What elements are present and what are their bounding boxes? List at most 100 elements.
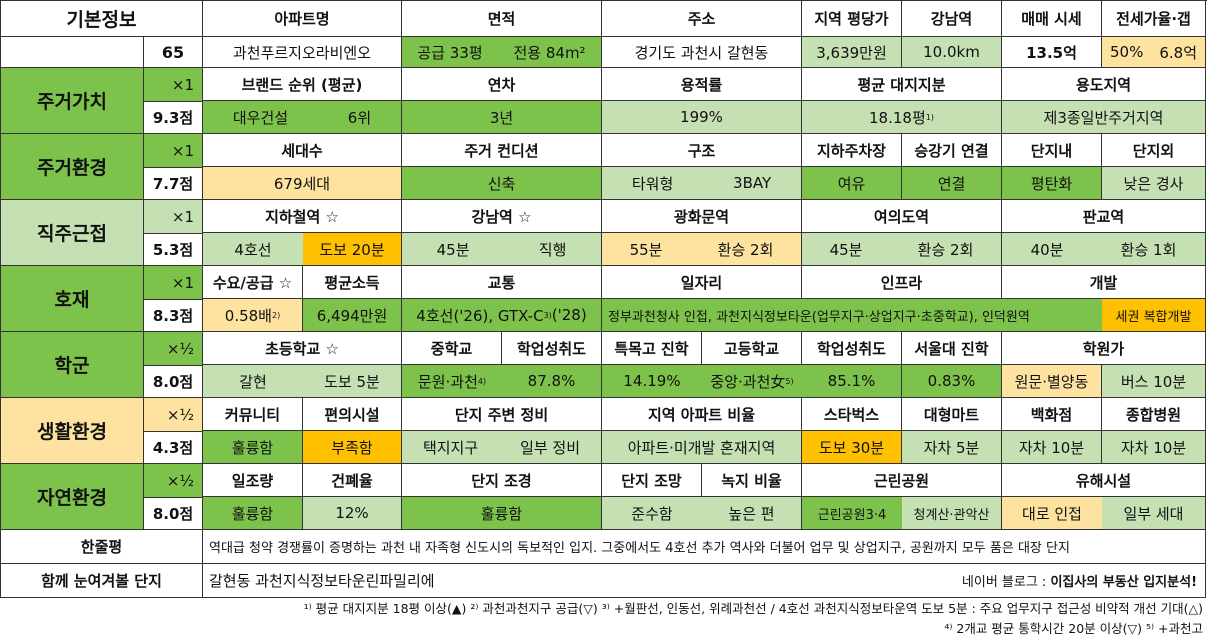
apt-name: 과천푸르지오라비엔오 (203, 37, 402, 68)
yeouido-cell: 45분 환승 2회 (802, 233, 1002, 266)
header-age: 연차 (402, 68, 602, 101)
middle-school-note: 4) (477, 376, 487, 386)
commute-label: 직주근접 (1, 200, 144, 266)
environment-label: 주거환경 (1, 134, 144, 200)
header-traffic: 교통 (402, 266, 602, 299)
header-view: 단지 조망 (602, 464, 702, 497)
header-parking: 지하주차장 (802, 134, 902, 167)
value-weight: ×1 (144, 68, 203, 101)
school-score: 8.0점 (144, 365, 203, 398)
structure-type: 타워형 (631, 174, 674, 193)
header-green-ratio: 녹지 비율 (702, 464, 802, 497)
header-hospital: 종합병원 (1102, 398, 1206, 431)
footnotes: ¹⁾ 평균 대지지분 18평 이상(▲) ²⁾ 과천과천지구 공급(▽) ³⁾ … (0, 599, 1203, 639)
apartment-analysis-table: 기본정보 65 아파트명 면적 주소 지역 평당가 강남역 매매 시세 전세가율… (0, 0, 1207, 598)
view: 준수함 (602, 497, 702, 530)
supply-demand-note: 2) (271, 310, 281, 320)
header-condition: 주거 컨디션 (402, 134, 602, 167)
header-apt-name: 아파트명 (203, 1, 402, 37)
header-sunlight: 일조량 (203, 464, 303, 497)
development-weight: ×1 (144, 266, 203, 299)
yeouido-time: 45분 (829, 240, 863, 259)
starbucks: 도보 30분 (802, 431, 902, 464)
header-inside: 단지내 (1002, 134, 1102, 167)
middle-score: 87.8% (502, 365, 602, 398)
header-gwanghwamun: 광화문역 (602, 200, 802, 233)
basic-score: 65 (144, 37, 203, 68)
pangyo-time: 40분 (1030, 240, 1064, 259)
subway-line: 4호선 (203, 233, 303, 266)
header-address: 주소 (602, 1, 802, 37)
header-income: 평균소득 (303, 266, 402, 299)
header-supply-demand: 수요/공급 ☆ (203, 266, 303, 299)
gap-value: 6.8억 (1159, 43, 1197, 62)
structure-cell: 타워형 3BAY (602, 167, 802, 200)
jeonse-ratio: 50% (1110, 43, 1144, 61)
site-cell: 택지지구 일부 정비 (402, 431, 602, 464)
gangnam-time: 45분 (436, 240, 470, 259)
academy: 원문·별양동 (1002, 365, 1102, 398)
development-label: 호재 (1, 266, 144, 332)
brand-cell: 대우건설 6위 (203, 101, 402, 134)
header-outside: 단지외 (1102, 134, 1206, 167)
subway-walk: 도보 20분 (303, 233, 402, 266)
summary-label: 한줄평 (1, 530, 203, 564)
yeouido-route: 환승 2회 (917, 240, 974, 259)
development-score: 8.3점 (144, 299, 203, 332)
header-bcr: 건폐율 (303, 464, 402, 497)
header-brand: 브랜드 순위 (평균) (203, 68, 402, 101)
gwanghwamun-cell: 55분 환승 2회 (602, 233, 802, 266)
park-2: 청계산·관악산 (902, 497, 1002, 530)
land-share-note: 1) (925, 112, 934, 122)
apt-ratio: 아파트·미개발 혼재지역 (602, 431, 802, 464)
commute-weight: ×1 (144, 200, 203, 233)
header-area: 면적 (402, 1, 602, 37)
related-complex: 갈현동 과천지식정보타운린파밀리에 (209, 572, 435, 590)
address: 경기도 과천시 갈현동 (602, 37, 802, 68)
header-elevator: 승강기 연결 (902, 134, 1002, 167)
gangnam-cell: 45분 직행 (402, 233, 602, 266)
traffic: 4호선('26), GTX-C (416, 306, 544, 325)
living-label: 생활환경 (1, 398, 144, 464)
header-dept-store: 백화점 (1002, 398, 1102, 431)
area-cell: 공급 33평 전용 84m² (402, 37, 602, 68)
sunlight: 훌륭함 (203, 497, 303, 530)
blog-credit: 네이버 블로그 : 이집사의 부동산 입지분석! (962, 571, 1197, 590)
header-landscape: 단지 조경 (402, 464, 602, 497)
area-exclusive: 전용 84m² (513, 43, 586, 62)
community: 훌륭함 (203, 431, 303, 464)
header-price-per-pyeong: 지역 평당가 (802, 1, 902, 37)
commute-score: 5.3점 (144, 233, 203, 266)
average-income: 6,494만원 (303, 299, 402, 332)
header-elementary: 초등학교 ☆ (203, 332, 402, 365)
header-gangnam: 강남역 (902, 1, 1002, 37)
special-high: 14.19% (602, 365, 702, 398)
environment-weight: ×1 (144, 134, 203, 167)
structure-bay: 3BAY (733, 174, 772, 192)
land-share-cell: 18.18평 1) (802, 101, 1002, 134)
high-score: 85.1% (802, 365, 902, 398)
gangnam-distance: 10.0km (902, 37, 1002, 68)
land-share: 18.18평 (869, 108, 926, 127)
mart: 자차 5분 (902, 431, 1002, 464)
header-redevelopment: 개발 (1002, 266, 1206, 299)
academy-time: 버스 10분 (1102, 365, 1206, 398)
header-hazard: 유해시설 (1002, 464, 1206, 497)
outside-terrain: 낮은 경사 (1102, 167, 1206, 200)
blog-name: 이집사의 부동산 입지분석! (1050, 575, 1197, 590)
price-per-pyeong: 3,639만원 (802, 37, 902, 68)
park-1: 근린공원3·4 (802, 497, 902, 530)
header-households: 세대수 (203, 134, 402, 167)
header-zoning: 용도지역 (1002, 68, 1206, 101)
jeonse-cell: 50% 6.8억 (1102, 37, 1206, 68)
header-subway: 지하철역 ☆ (203, 200, 402, 233)
brand-rank: 6위 (347, 108, 372, 127)
footnote-line-2: ⁴⁾ 2개교 평균 통학시간 20분 이상(▽) ⁵⁾ +과천고 (944, 621, 1203, 636)
school-weight: ×½ (144, 332, 203, 365)
header-high-score: 학업성취도 (802, 332, 902, 365)
supply-demand: 0.58배 (224, 306, 272, 325)
header-special-high: 특목고 진학 (602, 332, 702, 365)
sale-price: 13.5억 (1002, 37, 1102, 68)
basic-blank-cell (1, 37, 144, 68)
header-site: 단지 주변 정비 (402, 398, 602, 431)
